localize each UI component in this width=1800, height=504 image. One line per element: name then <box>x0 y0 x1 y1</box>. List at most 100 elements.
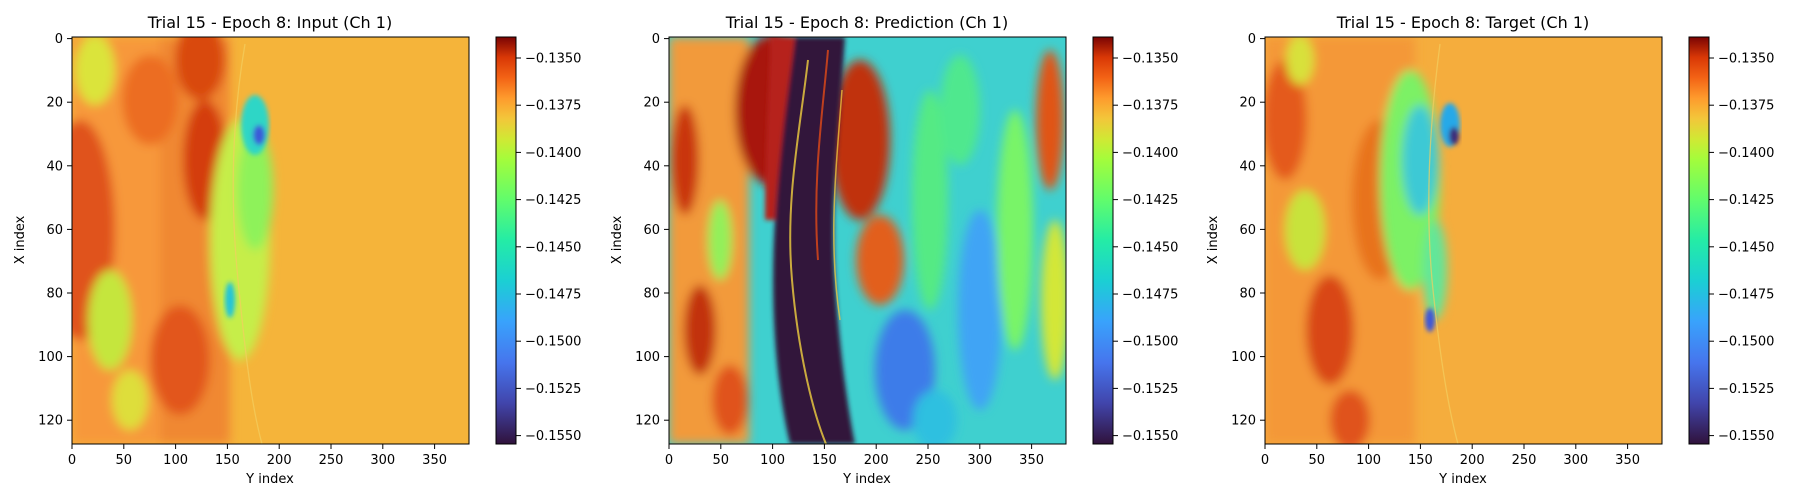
y-tick: 120 <box>635 414 669 429</box>
y-tick-label: 100 <box>38 350 63 365</box>
x-tick-label: 200 <box>267 453 292 468</box>
axes-frame <box>71 36 470 445</box>
panel-prediction: Trial 15 - Epoch 8: Prediction (Ch 1) <box>610 13 1178 487</box>
x-tick-label: 0 <box>68 453 76 468</box>
colorbar: −0.1350 −0.1375 −0.1400 −0.1425 −0.1450 … <box>1092 36 1178 445</box>
colorbar-tick: −0.1400 <box>1113 146 1178 161</box>
y-tick: 80 <box>46 287 72 302</box>
x-tick: 350 <box>1019 444 1044 468</box>
y-tick: 80 <box>643 287 669 302</box>
colorbar-gradient <box>1688 36 1710 445</box>
y-tick-label: 0 <box>1248 32 1256 47</box>
x-axis-label: Y index <box>1438 472 1487 487</box>
x-tick: 250 <box>1512 444 1537 468</box>
colorbar-tick-label: −0.1550 <box>1718 429 1774 444</box>
colorbar-tick: −0.1450 <box>1709 240 1774 255</box>
x-tick: 0 <box>68 444 76 468</box>
x-tick-label: 350 <box>1019 453 1044 468</box>
x-tick-label: 200 <box>864 453 889 468</box>
colorbar-tick-label: −0.1400 <box>1122 146 1178 161</box>
colorbar: −0.1350 −0.1375 −0.1400 −0.1425 −0.1450 … <box>1688 36 1774 445</box>
x-tick-label: 250 <box>1512 453 1537 468</box>
x-tick: 0 <box>1261 444 1269 468</box>
x-tick-label: 150 <box>812 453 837 468</box>
y-tick-label: 40 <box>46 159 63 174</box>
y-tick-label: 0 <box>55 32 63 47</box>
colorbar-tick-label: −0.1450 <box>1718 240 1774 255</box>
x-tick-label: 0 <box>1261 453 1269 468</box>
colorbar-tick: −0.1400 <box>1709 146 1774 161</box>
x-tick-label: 50 <box>713 453 730 468</box>
x-tick: 100 <box>760 444 785 468</box>
x-axis: 0 50 100 150 200 250 300 350 Y index <box>68 444 447 487</box>
colorbar-tick: −0.1350 <box>1113 52 1178 67</box>
x-tick: 200 <box>1460 444 1485 468</box>
y-tick-label: 120 <box>1231 414 1256 429</box>
colorbar-tick-label: −0.1450 <box>525 240 581 255</box>
colorbar-tick-label: −0.1425 <box>1718 193 1774 208</box>
x-tick-label: 300 <box>370 453 395 468</box>
y-tick-label: 60 <box>46 223 63 238</box>
colorbar-tick-label: −0.1400 <box>525 146 581 161</box>
x-tick-label: 100 <box>163 453 188 468</box>
colorbar-tick: −0.1500 <box>1113 335 1178 350</box>
colorbar-tick: −0.1525 <box>1709 382 1774 397</box>
y-tick-label: 120 <box>635 414 660 429</box>
colorbar-tick: −0.1375 <box>1113 99 1178 114</box>
y-tick: 120 <box>38 414 72 429</box>
x-tick: 0 <box>665 444 673 468</box>
heatmap-image <box>1265 37 1662 444</box>
x-tick-label: 150 <box>1408 453 1433 468</box>
x-tick: 200 <box>864 444 889 468</box>
y-tick: 40 <box>1239 159 1265 174</box>
y-tick: 60 <box>643 223 669 238</box>
x-tick-label: 50 <box>1309 453 1326 468</box>
x-tick: 150 <box>215 444 240 468</box>
x-tick: 350 <box>422 444 447 468</box>
colorbar-tick: −0.1350 <box>1709 52 1774 67</box>
x-tick-label: 350 <box>1615 453 1640 468</box>
y-tick-label: 40 <box>1239 159 1256 174</box>
colorbar-tick-label: −0.1425 <box>1122 193 1178 208</box>
x-axis-label: Y index <box>245 472 294 487</box>
colorbar-tick-label: −0.1525 <box>1122 382 1178 397</box>
axes-frame <box>668 36 1067 445</box>
colorbar-tick-label: −0.1500 <box>1122 335 1178 350</box>
x-tick-label: 250 <box>916 453 941 468</box>
colorbar-tick: −0.1400 <box>516 146 581 161</box>
colorbar-tick: −0.1425 <box>1709 193 1774 208</box>
x-axis: 0 50 100 150 200 250 300 350 Y index <box>665 444 1044 487</box>
colorbar-tick: −0.1500 <box>1709 335 1774 350</box>
x-tick: 150 <box>812 444 837 468</box>
colorbar-tick: −0.1525 <box>1113 382 1178 397</box>
colorbar-tick-label: −0.1425 <box>525 193 581 208</box>
colorbar-tick: −0.1525 <box>516 382 581 397</box>
colorbar-tick-label: −0.1400 <box>1718 146 1774 161</box>
y-tick-label: 80 <box>643 287 660 302</box>
colorbar: −0.1350 −0.1375 −0.1400 −0.1425 −0.1450 … <box>495 36 581 445</box>
y-tick: 60 <box>46 223 72 238</box>
x-axis-label: Y index <box>842 472 891 487</box>
y-axis-label: X index <box>610 215 625 264</box>
y-tick-label: 80 <box>1239 287 1256 302</box>
colorbar-tick-label: −0.1500 <box>525 335 581 350</box>
colorbar-tick: −0.1550 <box>1113 429 1178 444</box>
x-tick: 50 <box>713 444 730 468</box>
y-tick-label: 60 <box>643 223 660 238</box>
x-tick-label: 50 <box>116 453 133 468</box>
panel-target: Trial 15 - Epoch 8: Target (Ch 1) <box>1206 13 1774 487</box>
colorbar-tick-label: −0.1350 <box>1122 52 1178 67</box>
y-tick-label: 120 <box>38 414 63 429</box>
x-tick-label: 100 <box>760 453 785 468</box>
y-axis: 0 20 40 60 80 100 120 X index <box>610 32 669 429</box>
y-tick-label: 100 <box>635 350 660 365</box>
colorbar-tick: −0.1475 <box>1113 288 1178 303</box>
panel-title: Trial 15 - Epoch 8: Input (Ch 1) <box>147 13 392 32</box>
colorbar-gradient <box>495 36 517 445</box>
x-tick-label: 150 <box>215 453 240 468</box>
y-tick: 100 <box>38 350 72 365</box>
x-tick: 250 <box>319 444 343 468</box>
x-tick: 350 <box>1615 444 1640 468</box>
